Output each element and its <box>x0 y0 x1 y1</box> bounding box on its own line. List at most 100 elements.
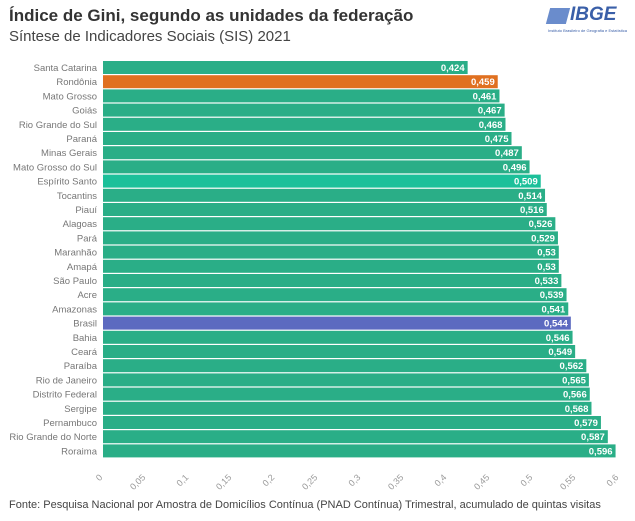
bar <box>103 203 547 216</box>
data-label: 0,562 <box>560 361 584 372</box>
chart-subtitle: Síntese de Indicadores Sociais (SIS) 202… <box>9 28 291 45</box>
x-tick-label: 0,55 <box>558 472 577 491</box>
bar <box>103 61 468 74</box>
category-label: Santa Catarina <box>34 63 98 74</box>
category-label: Alagoas <box>63 219 98 230</box>
x-tick-label: 0,25 <box>300 472 319 491</box>
category-label: Roraima <box>61 446 98 457</box>
data-label: 0,533 <box>535 276 559 287</box>
bar <box>103 146 522 160</box>
category-label: Goiás <box>72 106 97 117</box>
category-label: Rio Grande do Norte <box>9 432 97 443</box>
bar <box>103 188 546 202</box>
bar <box>103 430 608 444</box>
data-label: 0,459 <box>471 77 495 88</box>
bar <box>103 316 571 330</box>
x-tick-label: 0,45 <box>472 472 491 491</box>
data-label: 0,509 <box>514 177 538 188</box>
category-label: Rio de Janeiro <box>36 375 97 386</box>
category-label: Distrito Federal <box>33 390 97 401</box>
data-label: 0,529 <box>531 233 555 244</box>
data-label: 0,566 <box>563 390 587 401</box>
data-label: 0,587 <box>581 432 605 443</box>
bar <box>103 416 601 429</box>
data-label: 0,565 <box>562 375 586 386</box>
data-label: 0,579 <box>574 418 598 429</box>
bar <box>103 103 505 117</box>
bar <box>103 217 556 231</box>
category-label: Pará <box>77 233 98 244</box>
bar <box>103 373 589 387</box>
data-label: 0,541 <box>541 304 565 315</box>
data-label: 0,53 <box>537 262 556 273</box>
ibge-logo-tagline: Instituto Brasileiro de Geografia e Esta… <box>548 28 627 33</box>
bar <box>103 387 590 401</box>
bar <box>103 174 541 188</box>
category-label: São Paulo <box>53 276 97 287</box>
data-label: 0,568 <box>565 404 589 415</box>
x-tick-label: 0,05 <box>128 472 147 491</box>
source-note: Fonte: Pesquisa Nacional por Amostra de … <box>9 499 601 511</box>
bar <box>103 302 569 316</box>
data-label: 0,487 <box>495 148 519 159</box>
bar <box>103 231 558 245</box>
x-tick-label: 0,2 <box>260 472 276 488</box>
category-label: Acre <box>77 290 97 301</box>
bar <box>103 444 616 458</box>
bar <box>103 359 587 373</box>
category-label: Sergipe <box>64 404 97 415</box>
data-label: 0,468 <box>479 120 503 131</box>
bar <box>103 401 592 415</box>
data-label: 0,539 <box>540 290 564 301</box>
category-label: Ceará <box>71 347 98 358</box>
category-label: Mato Grosso do Sul <box>13 162 97 173</box>
bar <box>103 245 559 259</box>
chart-title: Índice de Gini, segundo as unidades da f… <box>9 6 414 25</box>
x-tick-label: 0,4 <box>432 472 448 488</box>
category-label: Paraíba <box>64 361 98 372</box>
bar <box>103 330 573 344</box>
category-label: Espírito Santo <box>37 177 97 188</box>
bar <box>103 89 500 103</box>
bar <box>103 117 506 131</box>
data-label: 0,514 <box>518 191 542 202</box>
data-label: 0,461 <box>473 91 497 102</box>
data-label: 0,546 <box>546 333 570 344</box>
data-label: 0,544 <box>544 319 568 330</box>
x-tick-label: 0,3 <box>346 472 362 488</box>
bar <box>103 259 559 273</box>
category-label: Amazonas <box>52 304 97 315</box>
ibge-logo: IBGE Instituto Brasileiro de Geografia e… <box>545 4 628 34</box>
category-label: Pernambuco <box>43 418 97 429</box>
data-label: 0,526 <box>529 219 553 230</box>
category-label: Tocantins <box>57 191 97 202</box>
category-label: Rondônia <box>56 77 97 88</box>
x-tick-label: 0,6 <box>604 472 620 488</box>
x-tick-label: 0,15 <box>214 472 233 491</box>
data-label: 0,475 <box>485 134 509 145</box>
category-label: Mato Grosso <box>43 91 97 102</box>
data-label: 0,467 <box>478 106 502 117</box>
ibge-logo-text: IBGE <box>570 4 617 25</box>
bar <box>103 345 576 358</box>
x-tick-label: 0,1 <box>174 472 190 488</box>
bar <box>103 160 530 174</box>
category-label: Amapá <box>67 262 98 273</box>
x-tick-label: 0 <box>94 472 105 483</box>
category-label: Minas Gerais <box>41 148 97 159</box>
category-label: Brasil <box>73 319 97 330</box>
data-label: 0,496 <box>503 162 527 173</box>
x-tick-label: 0,35 <box>386 472 405 491</box>
bar <box>103 274 562 287</box>
x-tick-label: 0,5 <box>518 472 534 488</box>
data-label: 0,549 <box>548 347 572 358</box>
bar <box>103 132 512 145</box>
data-label: 0,516 <box>520 205 544 216</box>
data-label: 0,53 <box>537 248 556 259</box>
category-label: Rio Grande do Sul <box>19 120 97 131</box>
bar <box>103 75 498 89</box>
category-label: Bahia <box>73 333 98 344</box>
category-label: Piauí <box>75 205 97 216</box>
